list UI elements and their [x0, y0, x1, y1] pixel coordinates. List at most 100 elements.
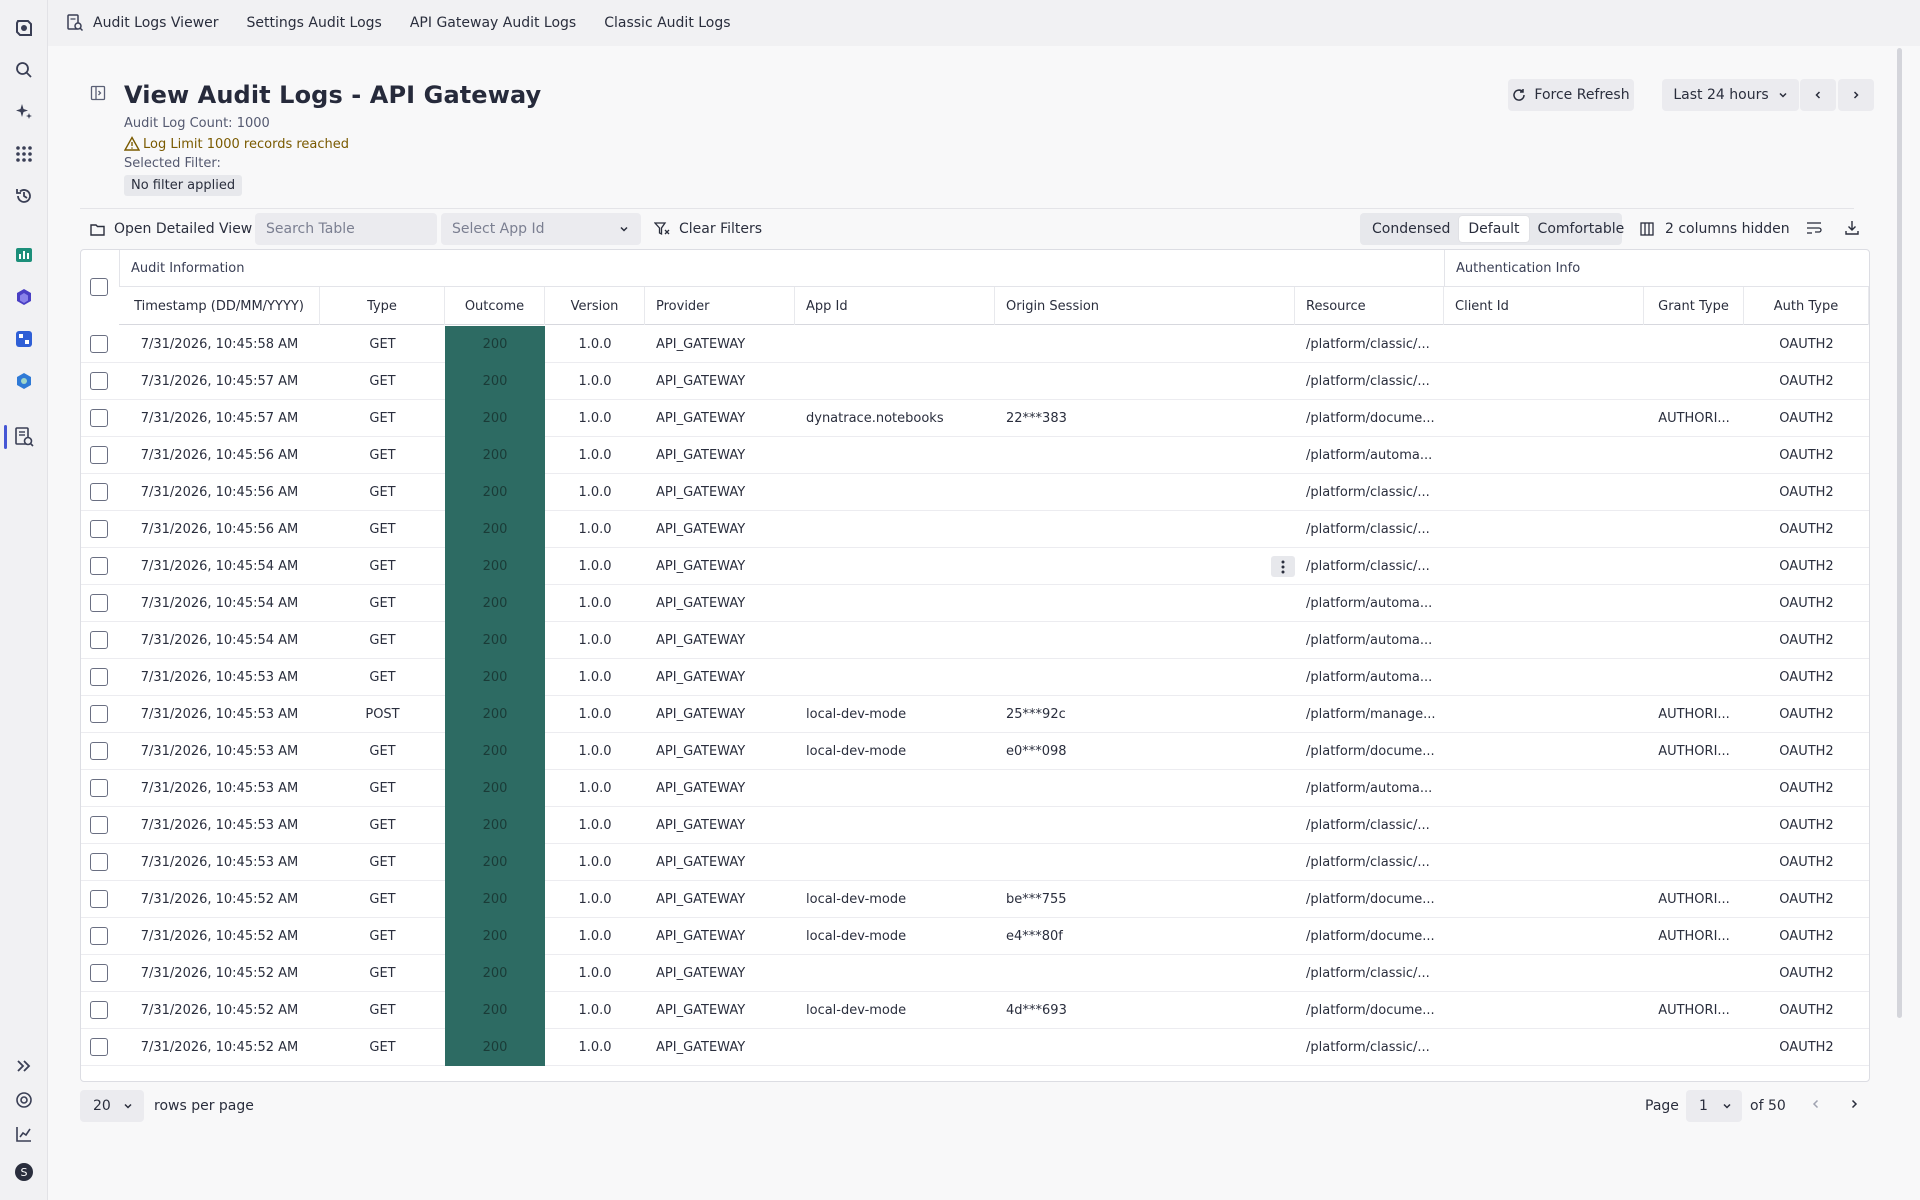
table-row[interactable]: 7/31/2026, 10:45:56 AM GET 200 1.0.0 API…	[81, 474, 1869, 511]
row-checkbox[interactable]	[90, 1038, 108, 1056]
user-avatar-icon[interactable]: S	[12, 1160, 36, 1184]
tab-api-gateway-audit-logs[interactable]: API Gateway Audit Logs	[409, 15, 577, 31]
density-comfortable[interactable]: Comfortable	[1537, 221, 1625, 237]
cell-outcome: 200	[445, 400, 545, 437]
clear-filters-button[interactable]: Clear Filters	[654, 213, 762, 245]
column-header-version[interactable]: Version	[545, 287, 645, 325]
column-header-provider[interactable]: Provider	[645, 287, 795, 325]
column-header-resource[interactable]: Resource	[1295, 287, 1444, 325]
select-all-checkbox[interactable]	[90, 278, 108, 296]
table-row[interactable]: 7/31/2026, 10:45:52 AM GET 200 1.0.0 API…	[81, 1029, 1869, 1066]
tab-audit-logs-viewer[interactable]: Audit Logs Viewer	[93, 15, 219, 31]
timeframe-next-button[interactable]	[1838, 79, 1874, 111]
download-icon[interactable]	[1844, 220, 1860, 236]
dashboards-app-icon[interactable]	[12, 285, 36, 309]
column-header-client-id[interactable]: Client Id	[1444, 287, 1644, 325]
page-select[interactable]: 1	[1686, 1090, 1742, 1122]
force-refresh-button[interactable]: Force Refresh	[1508, 79, 1634, 111]
table-row[interactable]: 7/31/2026, 10:45:56 AM GET 200 1.0.0 API…	[81, 437, 1869, 474]
row-checkbox[interactable]	[90, 1001, 108, 1019]
row-checkbox[interactable]	[90, 520, 108, 538]
row-checkbox[interactable]	[90, 705, 108, 723]
timeframe-previous-button[interactable]	[1800, 79, 1836, 111]
row-checkbox[interactable]	[90, 409, 108, 427]
row-checkbox[interactable]	[90, 372, 108, 390]
table-row[interactable]: 7/31/2026, 10:45:54 AM GET 200 1.0.0 API…	[81, 622, 1869, 659]
previous-page-button[interactable]	[1810, 1098, 1822, 1110]
table-row[interactable]: 7/31/2026, 10:45:52 AM GET 200 1.0.0 API…	[81, 881, 1869, 918]
row-checkbox[interactable]	[90, 742, 108, 760]
table-row[interactable]: 7/31/2026, 10:45:52 AM GET 200 1.0.0 API…	[81, 955, 1869, 992]
table-row[interactable]: 7/31/2026, 10:45:57 AM GET 200 1.0.0 API…	[81, 363, 1869, 400]
column-header-type[interactable]: Type	[320, 287, 445, 325]
main-content: View Audit Logs - API Gateway Audit Log …	[48, 48, 1892, 1200]
line-wrap-icon[interactable]	[1806, 220, 1822, 236]
cell-provider: API_GATEWAY	[656, 892, 746, 907]
row-checkbox[interactable]	[90, 483, 108, 501]
column-header-timestamp[interactable]: Timestamp (DD/MM/YYYY)	[119, 287, 320, 325]
table-row[interactable]: 7/31/2026, 10:45:54 AM GET 200 1.0.0 API…	[81, 585, 1869, 622]
table-row[interactable]: 7/31/2026, 10:45:57 AM GET 200 1.0.0 API…	[81, 400, 1869, 437]
settings-app-icon[interactable]	[12, 369, 36, 393]
row-checkbox[interactable]	[90, 668, 108, 686]
column-header-grant-type[interactable]: Grant Type	[1644, 287, 1744, 325]
table-row[interactable]: 7/31/2026, 10:45:53 AM GET 200 1.0.0 API…	[81, 844, 1869, 881]
row-actions-menu-icon[interactable]	[1271, 556, 1295, 577]
clear-filters-label: Clear Filters	[679, 221, 763, 237]
next-page-button[interactable]	[1848, 1098, 1860, 1110]
cell-origin-session	[1006, 363, 1295, 400]
sparkle-icon[interactable]	[12, 100, 36, 124]
usage-chart-icon[interactable]	[12, 1122, 36, 1146]
table-row[interactable]: 7/31/2026, 10:45:53 AM POST 200 1.0.0 AP…	[81, 696, 1869, 733]
dynatrace-logo-icon[interactable]	[12, 16, 36, 40]
expand-sidebar-icon[interactable]	[12, 1054, 36, 1078]
row-checkbox[interactable]	[90, 631, 108, 649]
column-header-origin-session[interactable]: Origin Session	[995, 287, 1295, 325]
row-checkbox[interactable]	[90, 927, 108, 945]
cell-client-id	[1455, 400, 1644, 437]
column-header-app-id[interactable]: App Id	[795, 287, 995, 325]
cell-app-id: local-dev-mode	[806, 929, 907, 944]
vertical-scrollbar[interactable]	[1897, 48, 1902, 1018]
table-row[interactable]: 7/31/2026, 10:45:52 AM GET 200 1.0.0 API…	[81, 918, 1869, 955]
table-row[interactable]: 7/31/2026, 10:45:54 AM GET 200 1.0.0 API…	[81, 548, 1869, 585]
select-app-id-dropdown[interactable]: Select App Id	[441, 213, 641, 245]
table-row[interactable]: 7/31/2026, 10:45:53 AM GET 200 1.0.0 API…	[81, 807, 1869, 844]
timeframe-selector[interactable]: Last 24 hours	[1662, 79, 1799, 111]
row-checkbox[interactable]	[90, 853, 108, 871]
table-row[interactable]: 7/31/2026, 10:45:56 AM GET 200 1.0.0 API…	[81, 511, 1869, 548]
row-checkbox[interactable]	[90, 557, 108, 575]
table-row[interactable]: 7/31/2026, 10:45:53 AM GET 200 1.0.0 API…	[81, 733, 1869, 770]
apps-grid-icon[interactable]	[12, 142, 36, 166]
tab-settings-audit-logs[interactable]: Settings Audit Logs	[246, 15, 382, 31]
column-header-auth-type[interactable]: Auth Type	[1744, 287, 1869, 325]
open-detailed-view-button[interactable]: Open Detailed View	[90, 213, 252, 245]
row-checkbox[interactable]	[90, 890, 108, 908]
rows-per-page-select[interactable]: 20	[80, 1090, 144, 1122]
cell-provider: API_GATEWAY	[656, 670, 746, 685]
workflows-app-icon[interactable]	[12, 327, 36, 351]
audit-logs-app-icon[interactable]	[12, 425, 36, 449]
column-header-outcome[interactable]: Outcome	[445, 287, 545, 325]
tab-classic-audit-logs[interactable]: Classic Audit Logs	[604, 15, 731, 31]
table-row[interactable]: 7/31/2026, 10:45:58 AM GET 200 1.0.0 API…	[81, 326, 1869, 363]
notebooks-app-icon[interactable]	[12, 243, 36, 267]
history-icon[interactable]	[12, 184, 36, 208]
row-checkbox[interactable]	[90, 779, 108, 797]
row-checkbox[interactable]	[90, 335, 108, 353]
density-default[interactable]: Default	[1459, 216, 1529, 242]
table-row[interactable]: 7/31/2026, 10:45:52 AM GET 200 1.0.0 API…	[81, 992, 1869, 1029]
row-checkbox[interactable]	[90, 446, 108, 464]
search-table-input[interactable]: Search Table	[255, 213, 437, 245]
row-checkbox[interactable]	[90, 816, 108, 834]
log-limit-text: Log Limit 1000 records reached	[143, 136, 350, 152]
row-checkbox[interactable]	[90, 964, 108, 982]
table-row[interactable]: 7/31/2026, 10:45:53 AM GET 200 1.0.0 API…	[81, 770, 1869, 807]
columns-hidden-button[interactable]: 2 columns hidden	[1640, 213, 1790, 245]
search-icon[interactable]	[12, 58, 36, 82]
density-condensed[interactable]: Condensed	[1372, 221, 1451, 237]
table-row[interactable]: 7/31/2026, 10:45:53 AM GET 200 1.0.0 API…	[81, 659, 1869, 696]
help-icon[interactable]	[12, 1088, 36, 1112]
row-checkbox[interactable]	[90, 594, 108, 612]
toggle-panel-icon[interactable]	[90, 85, 106, 101]
